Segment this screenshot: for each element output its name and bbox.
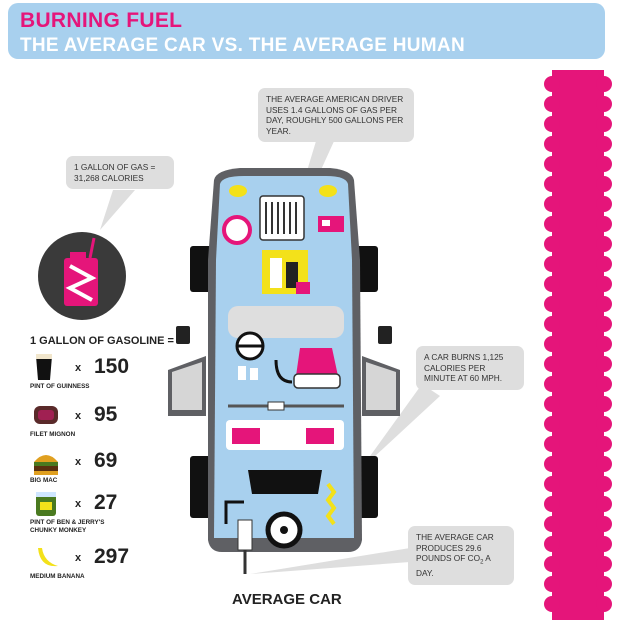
comparison-row-bigmac: x 69 BIG MAC: [30, 449, 180, 494]
pink-scalloped-column: [544, 70, 612, 620]
callout-subscript: 2: [480, 559, 484, 566]
comparison-label: MEDIUM BANANA: [30, 573, 85, 580]
callout-text: THE AVERAGE CAR PRODUCES 29.6 POUNDS OF …: [416, 532, 494, 563]
car-label: AVERAGE CAR: [232, 591, 342, 608]
callout-gallon-calories: 1 GALLON OF GAS = 31,268 CALORIES: [66, 156, 174, 189]
banana-icon: [38, 548, 58, 567]
callout-pointer: [250, 548, 410, 574]
comparison-row-icecream: x 27 PINT OF BEN & JERRY'S CHUNKY MONKEY: [30, 491, 180, 536]
multiplier-sign: x: [75, 362, 82, 374]
multiplier-sign: x: [75, 410, 82, 422]
comparison-label: PINT OF BEN & JERRY'S CHUNKY MONKEY: [30, 519, 105, 534]
comparison-row-guinness: x 150 PINT OF GUINNESS: [30, 355, 180, 400]
callout-car-burn: A CAR BURNS 1,125 CALORIES PER MINUTE AT…: [416, 346, 524, 390]
comparison-label: FILET MIGNON: [30, 431, 76, 438]
page-title: BURNING FUEL: [20, 9, 183, 32]
callout-text: THE AVERAGE AMERICAN DRIVER USES 1.4 GAL…: [266, 94, 404, 136]
callout-driver-usage: THE AVERAGE AMERICAN DRIVER USES 1.4 GAL…: [258, 88, 414, 142]
callout-pointer: [360, 384, 440, 470]
multiplier-sign: x: [75, 456, 82, 468]
page-subtitle: THE AVERAGE CAR VS. THE AVERAGE HUMAN: [20, 35, 465, 56]
callout-pointer: [100, 190, 135, 230]
gas-can-icon: [38, 232, 126, 320]
comparison-label: BIG MAC: [30, 477, 58, 484]
multiplier-sign: x: [75, 552, 82, 564]
callout-co2: THE AVERAGE CAR PRODUCES 29.6 POUNDS OF …: [408, 526, 514, 585]
comparison-label: PINT OF GUINNESS: [30, 383, 90, 390]
comparison-value: 69: [94, 449, 118, 472]
gallon-comparison-title: 1 GALLON OF GASOLINE =: [30, 335, 174, 347]
guinness-pint-icon: [36, 354, 52, 380]
callout-text: A DAY.: [416, 553, 491, 579]
comparison-row-filet: x 95 FILET MIGNON: [30, 403, 180, 448]
comparison-value: 150: [94, 355, 130, 378]
callout-text: A CAR BURNS 1,125 CALORIES PER MINUTE AT…: [424, 352, 504, 383]
car-illustration: [168, 168, 400, 574]
comparison-value: 27: [94, 491, 118, 514]
big-mac-icon: [34, 455, 58, 475]
callout-text: 1 GALLON OF GAS = 31,268 CALORIES: [74, 162, 156, 183]
filet-mignon-icon: [34, 406, 58, 424]
comparison-row-banana: x 297 MEDIUM BANANA: [30, 545, 180, 590]
multiplier-sign: x: [75, 498, 82, 510]
ice-cream-pint-icon: [36, 492, 56, 516]
comparison-value: 95: [94, 403, 118, 426]
comparison-value: 297: [94, 545, 130, 568]
header-banner: BURNING FUEL THE AVERAGE CAR VS. THE AVE…: [8, 3, 605, 59]
